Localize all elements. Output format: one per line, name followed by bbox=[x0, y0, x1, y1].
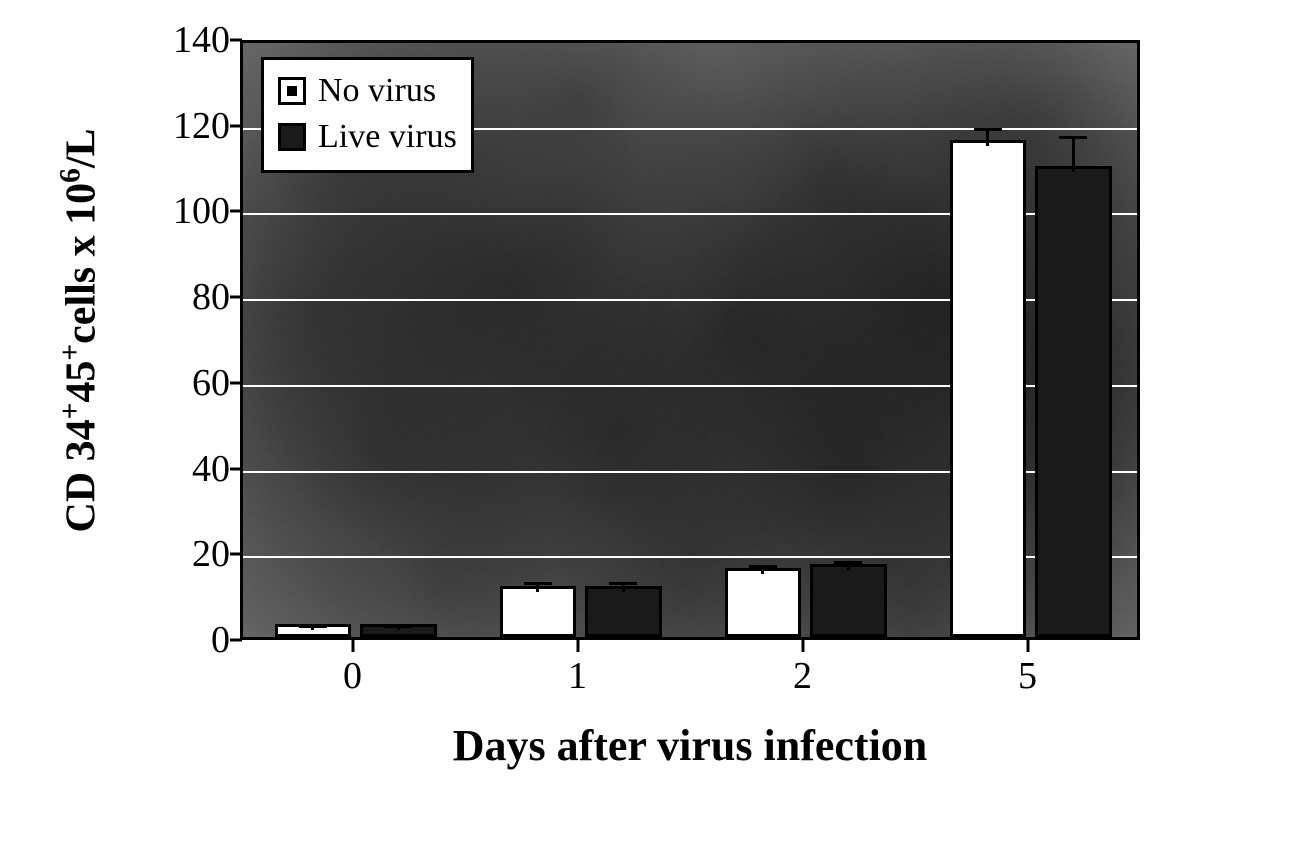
legend-row: Live virus bbox=[278, 114, 457, 160]
legend: No virusLive virus bbox=[261, 57, 474, 173]
legend-swatch-icon bbox=[278, 123, 306, 151]
x-tick-mark bbox=[576, 640, 579, 652]
error-cap bbox=[384, 625, 412, 628]
bar bbox=[810, 564, 887, 637]
y-axis-ticks: 020406080100120140 bbox=[145, 40, 230, 640]
bar bbox=[500, 586, 577, 637]
error-cap bbox=[299, 625, 327, 628]
y-tick-label: 100 bbox=[145, 189, 230, 233]
x-tick-label: 1 bbox=[568, 654, 587, 698]
legend-row: No virus bbox=[278, 68, 457, 114]
error-cap bbox=[974, 128, 1002, 131]
y-axis-label-text: CD 34+45+cells x 106/L bbox=[55, 128, 106, 532]
y-tick-label: 0 bbox=[145, 618, 230, 662]
legend-label: No virus bbox=[318, 68, 436, 114]
error-cap bbox=[749, 565, 777, 568]
x-tick-label: 5 bbox=[1018, 654, 1037, 698]
y-tick-label: 20 bbox=[145, 532, 230, 576]
y-tick-label: 80 bbox=[145, 275, 230, 319]
bar bbox=[585, 586, 662, 637]
error-cap bbox=[524, 582, 552, 585]
x-tick-mark bbox=[351, 640, 354, 652]
figure-container: CD 34+45+cells x 106/L 02040608010012014… bbox=[50, 30, 1242, 828]
y-axis-label: CD 34+45+cells x 106/L bbox=[50, 30, 110, 630]
x-tick-label: 2 bbox=[793, 654, 812, 698]
x-axis-label: Days after virus infection bbox=[240, 720, 1140, 771]
plot-wrap: 020406080100120140 No virusLive virus 01… bbox=[240, 40, 1140, 640]
x-tick-label: 0 bbox=[343, 654, 362, 698]
error-bar bbox=[1072, 137, 1075, 171]
y-tick-label: 60 bbox=[145, 361, 230, 405]
x-axis-ticks: 0 1 2 5 bbox=[240, 640, 1140, 700]
legend-swatch-icon bbox=[278, 77, 306, 105]
error-bar bbox=[986, 129, 989, 146]
bar bbox=[725, 568, 802, 637]
error-cap bbox=[609, 582, 637, 585]
y-tick-label: 140 bbox=[145, 18, 230, 62]
error-cap bbox=[1059, 136, 1087, 139]
y-tick-label: 40 bbox=[145, 447, 230, 491]
plot-area: No virusLive virus bbox=[240, 40, 1140, 640]
y-tick-label: 120 bbox=[145, 104, 230, 148]
bar bbox=[950, 140, 1027, 637]
x-tick-mark bbox=[1026, 640, 1029, 652]
error-cap bbox=[834, 561, 862, 564]
legend-label: Live virus bbox=[318, 114, 457, 160]
bar bbox=[1035, 166, 1112, 637]
x-tick-mark bbox=[801, 640, 804, 652]
